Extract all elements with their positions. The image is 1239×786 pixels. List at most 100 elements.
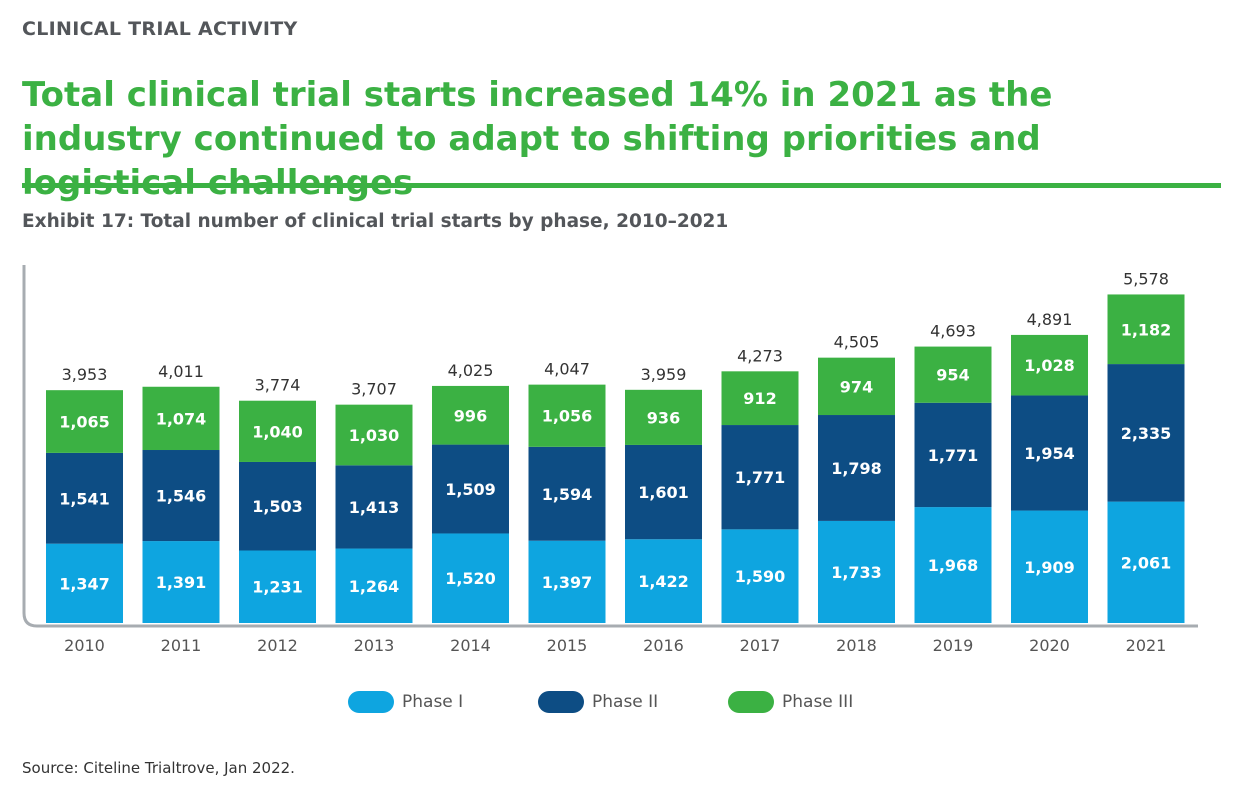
- bar-phase-iii-2017: [721, 371, 799, 426]
- data-label-phase-iii-2011: 1,074: [156, 409, 207, 428]
- bar-phase-ii-2010: [46, 452, 123, 544]
- total-label-2016: 3,959: [641, 365, 687, 384]
- bar-phase-iii-2011: [142, 386, 220, 451]
- bar-phase-i-2013: [335, 548, 413, 623]
- total-label-2014: 4,025: [448, 361, 494, 380]
- data-label-phase-ii-2020: 1,954: [1024, 444, 1075, 463]
- data-label-phase-iii-2019: 954: [936, 366, 969, 385]
- legend-item-phase-1: Phase I: [348, 688, 463, 716]
- legend-item-phase-3: Phase III: [728, 688, 853, 716]
- data-label-phase-i-2011: 1,391: [156, 573, 207, 592]
- legend-item-phase-2: Phase II: [538, 688, 658, 716]
- bar-phase-ii-2016: [625, 444, 702, 540]
- bar-phase-i-2015: [528, 540, 606, 623]
- divider-rule: [22, 183, 1221, 188]
- total-label-2015: 4,047: [544, 360, 590, 379]
- data-label-phase-i-2015: 1,397: [542, 573, 593, 592]
- x-tick-label-2017: 2017: [740, 636, 781, 655]
- bar-phase-i-2011: [142, 541, 220, 623]
- bar-phase-ii-2021: [1107, 364, 1185, 502]
- data-label-phase-i-2013: 1,264: [349, 577, 400, 596]
- bar-phase-ii-2012: [239, 461, 316, 551]
- data-label-phase-ii-2014: 1,509: [445, 480, 496, 499]
- total-label-2018: 4,505: [834, 333, 880, 352]
- total-label-2020: 4,891: [1027, 310, 1073, 329]
- data-label-phase-i-2014: 1,520: [445, 569, 496, 588]
- data-label-phase-ii-2015: 1,594: [542, 485, 593, 504]
- legend-label-phase-3: Phase III: [782, 692, 854, 712]
- data-label-phase-ii-2021: 2,335: [1121, 424, 1172, 443]
- bar-phase-ii-2017: [721, 425, 799, 530]
- bar-phase-i-2016: [625, 539, 702, 623]
- bar-phase-i-2017: [721, 529, 799, 623]
- x-tick-label-2021: 2021: [1126, 636, 1167, 655]
- data-label-phase-i-2018: 1,733: [831, 563, 882, 582]
- data-label-phase-i-2012: 1,231: [252, 578, 303, 597]
- x-tick-label-2016: 2016: [643, 636, 684, 655]
- total-label-2013: 3,707: [351, 380, 397, 399]
- bar-phase-iii-2010: [46, 390, 123, 453]
- bar-phase-iii-2019: [914, 346, 992, 403]
- section-label: CLINICAL TRIAL ACTIVITY: [22, 18, 298, 40]
- x-tick-label-2013: 2013: [354, 636, 395, 655]
- bar-phase-ii-2018: [818, 415, 895, 521]
- legend-swatch-phase-1: [348, 691, 394, 713]
- exhibit-title: Exhibit 17: Total number of clinical tri…: [22, 211, 729, 232]
- legend-label-phase-2: Phase II: [592, 692, 659, 712]
- data-label-phase-ii-2013: 1,413: [349, 498, 400, 517]
- data-label-phase-iii-2012: 1,040: [252, 422, 303, 441]
- bar-phase-ii-2015: [528, 446, 606, 541]
- bar-phase-i-2020: [1011, 510, 1088, 623]
- data-label-phase-i-2021: 2,061: [1121, 553, 1172, 572]
- data-label-phase-ii-2019: 1,771: [928, 446, 979, 465]
- total-label-2017: 4,273: [737, 346, 783, 365]
- data-label-phase-iii-2021: 1,182: [1121, 320, 1172, 339]
- data-label-phase-iii-2014: 996: [454, 406, 487, 425]
- data-label-phase-ii-2010: 1,541: [59, 489, 110, 508]
- x-tick-label-2019: 2019: [933, 636, 974, 655]
- x-tick-label-2012: 2012: [257, 636, 298, 655]
- bar-phase-i-2021: [1107, 501, 1185, 623]
- bar-phase-iii-2012: [239, 400, 316, 462]
- data-label-phase-iii-2017: 912: [743, 389, 776, 408]
- x-tick-label-2010: 2010: [64, 636, 105, 655]
- bar-phase-iii-2020: [1011, 334, 1088, 396]
- data-label-phase-i-2017: 1,590: [735, 567, 786, 586]
- data-label-phase-i-2016: 1,422: [638, 572, 689, 591]
- data-label-phase-iii-2018: 974: [840, 377, 873, 396]
- data-label-phase-iii-2015: 1,056: [542, 407, 593, 426]
- x-tick-label-2011: 2011: [161, 636, 202, 655]
- bar-phase-i-2012: [239, 550, 316, 623]
- x-tick-label-2018: 2018: [836, 636, 877, 655]
- bar-phase-ii-2011: [142, 450, 220, 542]
- bar-phase-iii-2021: [1107, 294, 1185, 365]
- legend-swatch-phase-3: [728, 691, 774, 713]
- total-label-2012: 3,774: [255, 376, 301, 395]
- data-label-phase-ii-2017: 1,771: [735, 468, 786, 487]
- total-label-2010: 3,953: [62, 365, 108, 384]
- bar-phase-i-2010: [46, 543, 123, 623]
- data-label-phase-iii-2013: 1,030: [349, 426, 400, 445]
- source-note: Source: Citeline Trialtrove, Jan 2022.: [22, 759, 295, 777]
- data-label-phase-iii-2016: 936: [647, 408, 680, 427]
- total-label-2019: 4,693: [930, 322, 976, 341]
- bar-phase-ii-2019: [914, 402, 992, 508]
- bar-phase-iii-2014: [432, 385, 509, 445]
- bar-phase-ii-2014: [432, 444, 509, 534]
- bar-phase-i-2019: [914, 507, 992, 623]
- total-label-2021: 5,578: [1123, 269, 1169, 288]
- data-label-phase-i-2020: 1,909: [1024, 558, 1075, 577]
- data-label-phase-ii-2018: 1,798: [831, 459, 882, 478]
- bar-phase-iii-2018: [818, 357, 895, 416]
- x-tick-label-2014: 2014: [450, 636, 491, 655]
- x-tick-label-2020: 2020: [1029, 636, 1070, 655]
- bar-phase-iii-2015: [528, 384, 606, 447]
- data-label-phase-ii-2011: 1,546: [156, 487, 207, 506]
- data-label-phase-iii-2020: 1,028: [1024, 356, 1075, 375]
- legend-label-phase-1: Phase I: [402, 692, 464, 712]
- x-tick-label-2015: 2015: [547, 636, 588, 655]
- bar-phase-i-2014: [432, 533, 509, 623]
- bar-phase-ii-2013: [335, 465, 413, 549]
- bar-phase-iii-2016: [625, 389, 702, 445]
